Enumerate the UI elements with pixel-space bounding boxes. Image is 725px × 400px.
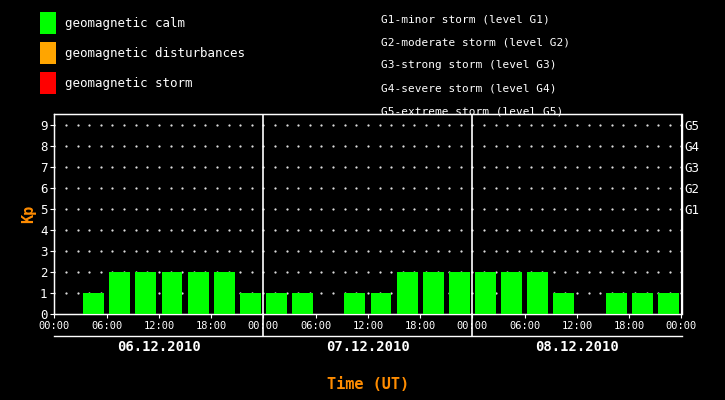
- Text: Time (UT): Time (UT): [327, 377, 409, 392]
- Bar: [214, 272, 235, 314]
- Bar: [501, 272, 522, 314]
- Bar: [266, 293, 287, 314]
- Text: G4-severe storm (level G4): G4-severe storm (level G4): [381, 84, 556, 94]
- Bar: [188, 272, 209, 314]
- Y-axis label: Kp: Kp: [21, 205, 36, 223]
- Bar: [423, 272, 444, 314]
- Text: 07.12.2010: 07.12.2010: [326, 340, 410, 354]
- Bar: [632, 293, 653, 314]
- Bar: [370, 293, 392, 314]
- Bar: [658, 293, 679, 314]
- Text: geomagnetic disturbances: geomagnetic disturbances: [65, 46, 244, 60]
- Bar: [240, 293, 261, 314]
- Bar: [109, 272, 130, 314]
- Text: geomagnetic calm: geomagnetic calm: [65, 16, 185, 30]
- Bar: [344, 293, 365, 314]
- Text: G2-moderate storm (level G2): G2-moderate storm (level G2): [381, 37, 570, 47]
- Bar: [162, 272, 183, 314]
- Bar: [136, 272, 157, 314]
- Bar: [605, 293, 626, 314]
- Text: 08.12.2010: 08.12.2010: [535, 340, 619, 354]
- Text: G1-minor storm (level G1): G1-minor storm (level G1): [381, 14, 550, 24]
- Bar: [397, 272, 418, 314]
- Bar: [553, 293, 574, 314]
- Text: geomagnetic storm: geomagnetic storm: [65, 76, 192, 90]
- Text: G5-extreme storm (level G5): G5-extreme storm (level G5): [381, 107, 563, 117]
- Text: 06.12.2010: 06.12.2010: [117, 340, 201, 354]
- Bar: [83, 293, 104, 314]
- Bar: [292, 293, 313, 314]
- Bar: [475, 272, 496, 314]
- Bar: [527, 272, 548, 314]
- Bar: [449, 272, 470, 314]
- Text: G3-strong storm (level G3): G3-strong storm (level G3): [381, 60, 556, 70]
